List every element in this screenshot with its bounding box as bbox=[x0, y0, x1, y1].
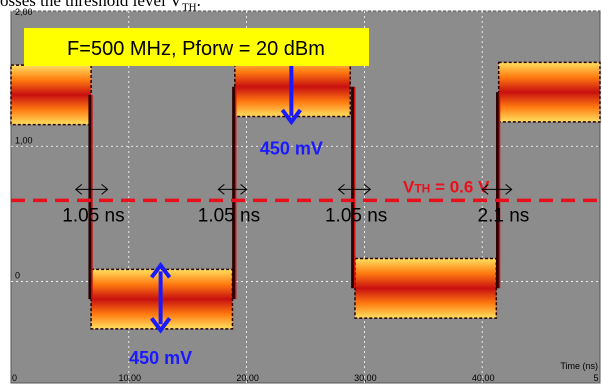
amplitude-arrow-head-bottom-1 bbox=[150, 317, 172, 334]
transition-time-label-2: 1.05 ns bbox=[325, 205, 387, 226]
x-tick-label-0: 0 bbox=[12, 373, 17, 383]
trace-band-0 bbox=[11, 65, 92, 125]
transition-time-label-1: 1.05 ns bbox=[198, 205, 260, 226]
x-tick-label-4: 40,00 bbox=[472, 373, 495, 383]
transition-arrow-head-left-3 bbox=[481, 183, 489, 195]
transition-arrow-head-right-3 bbox=[505, 183, 513, 195]
transition-arrow-head-right-1 bbox=[240, 183, 248, 195]
x-tick-label-3: 30,00 bbox=[354, 373, 377, 383]
caption-text: osses the threshold level VTH. bbox=[0, 0, 201, 11]
amplitude-arrow-head-top-1 bbox=[150, 261, 172, 279]
x-tick-label-1: 10,00 bbox=[119, 373, 142, 383]
threshold-label-main: V bbox=[403, 177, 415, 196]
threshold-label-sub: TH bbox=[414, 181, 430, 195]
transition-arrow-head-right-2 bbox=[363, 183, 372, 195]
threshold-label: VTH = 0.6 V bbox=[403, 177, 490, 196]
caption-fragment: osses the threshold level VTH. bbox=[0, 0, 602, 11]
trace-band-edge-3 bbox=[354, 257, 498, 319]
amplitude-label-0: 450 mV bbox=[260, 138, 323, 158]
transition-time-label-0: 1.05 ns bbox=[62, 205, 124, 226]
threshold-label-rest: = 0.6 V bbox=[430, 177, 490, 196]
caption-end: . bbox=[196, 0, 201, 10]
caption-subscript: TH bbox=[181, 1, 197, 11]
transition-arrow-head-left-0 bbox=[75, 183, 83, 195]
trace-band-3 bbox=[354, 258, 497, 319]
chart-title: F=500 MHz, Pforw = 20 dBm bbox=[67, 38, 325, 60]
transition-time-label-3: 2.1 ns bbox=[478, 205, 530, 226]
y-tick-label-0: 2,00 bbox=[15, 7, 33, 17]
x-tick-label-5: 5 bbox=[593, 373, 598, 383]
transition-arrow-head-left-2 bbox=[337, 183, 345, 195]
x-tick-label-2: 20,00 bbox=[236, 373, 259, 383]
y-tick-label-2: 0 bbox=[15, 271, 20, 281]
transition-arrow-head-right-0 bbox=[101, 183, 109, 195]
amplitude-arrow-head-bottom-0 bbox=[280, 108, 302, 126]
y-tick-label-1: 1,00 bbox=[15, 135, 33, 145]
transition-arrow-head-left-1 bbox=[217, 183, 225, 195]
x-axis-label: Time (ns) bbox=[560, 361, 598, 371]
title-box bbox=[24, 28, 369, 66]
trace-band-4 bbox=[498, 62, 600, 122]
caption-main: osses the threshold level V bbox=[0, 0, 182, 10]
amplitude-label-1: 450 mV bbox=[129, 348, 192, 368]
